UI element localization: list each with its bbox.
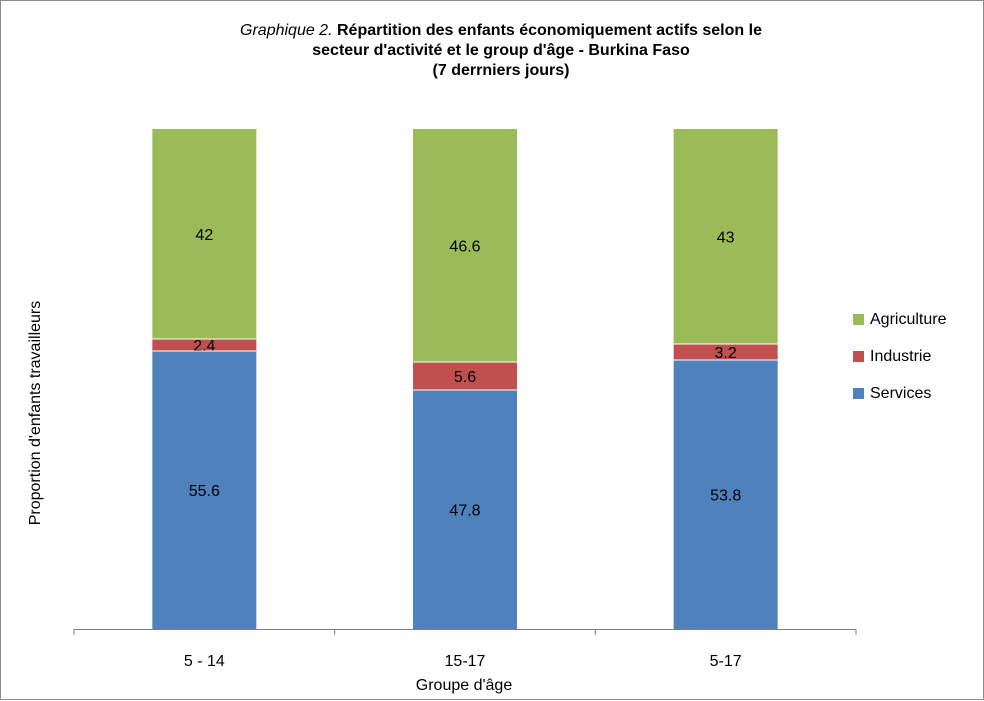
- data-label-agriculture-2: 46.6: [449, 239, 480, 256]
- bar-segment-services-1: [152, 351, 257, 629]
- data-label-agriculture-1: 42: [195, 227, 213, 244]
- chart-title: Graphique 2. Répartition des enfants éco…: [151, 21, 851, 81]
- bar-segment-industrie-2: [413, 362, 517, 390]
- data-label-services-1: 55.6: [189, 483, 220, 500]
- legend-label-industrie: Industrie: [870, 347, 932, 365]
- data-label-agriculture-3: 43: [717, 230, 735, 247]
- legend-swatch-agriculture: [853, 314, 864, 325]
- bar-segment-industrie-1: [152, 339, 257, 351]
- data-label-industrie-2: 5.6: [454, 369, 476, 386]
- x-tick-label-3: 5-17: [710, 653, 742, 670]
- legend-item-services: Services: [853, 384, 946, 403]
- chart-title-line1: Répartition des enfants économiquement a…: [336, 22, 762, 39]
- bar-segment-industrie-3: [673, 344, 778, 360]
- legend-item-agriculture: Agriculture: [853, 310, 946, 329]
- x-axis-label: Groupe d'âge: [415, 677, 513, 694]
- legend: Agriculture Industrie Services: [853, 310, 946, 421]
- data-label-services-2: 47.8: [449, 503, 480, 520]
- chart-title-line2: secteur d'activité et le group d'âge - B…: [312, 42, 690, 59]
- data-label-industrie-1: 2.4: [193, 338, 215, 355]
- legend-swatch-industrie: [853, 351, 864, 362]
- bar-segment-agriculture-3: [673, 129, 778, 344]
- legend-label-agriculture: Agriculture: [870, 310, 947, 328]
- data-label-services-3: 53.8: [710, 488, 741, 505]
- data-label-industrie-3: 3.2: [715, 345, 737, 362]
- x-tick-label-2: 15-17: [445, 653, 486, 670]
- bar-segment-agriculture-1: [152, 129, 257, 339]
- legend-item-industrie: Industrie: [853, 347, 946, 366]
- bar-segment-agriculture-2: [413, 129, 517, 362]
- chart-title-line3: (7 derrniers jours): [432, 62, 570, 79]
- legend-label-services: Services: [870, 384, 932, 402]
- chart-title-prefix: Graphique 2.: [240, 22, 333, 39]
- legend-swatch-services: [853, 388, 864, 399]
- x-tick-label-1: 5 - 14: [184, 653, 225, 670]
- bar-segment-services-3: [673, 360, 778, 629]
- bar-segment-services-2: [413, 390, 517, 629]
